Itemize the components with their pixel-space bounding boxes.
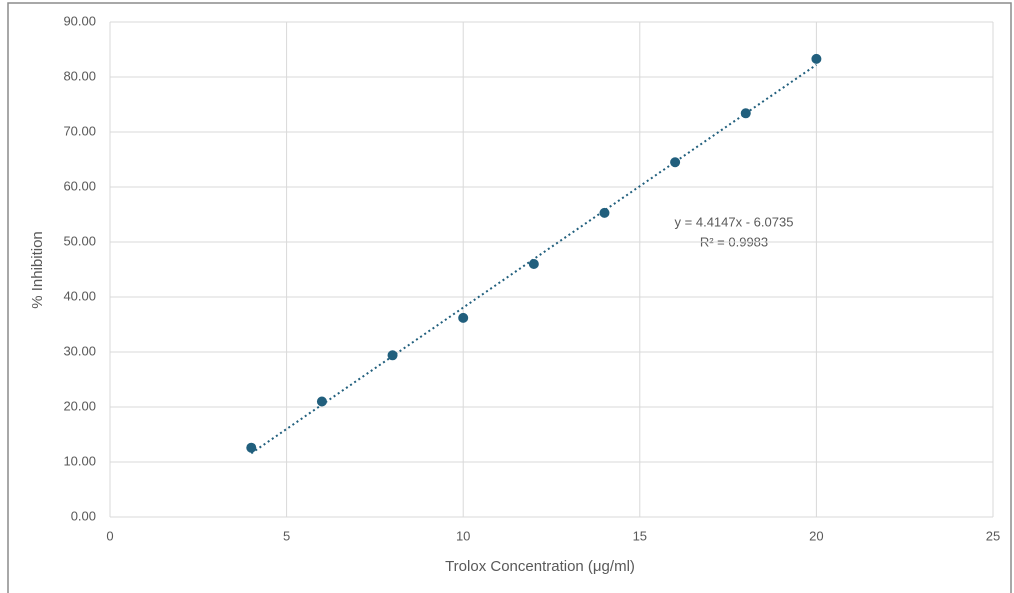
- y-tick-label: 10.00: [63, 453, 96, 468]
- data-point: [811, 54, 821, 64]
- x-tick-label: 10: [456, 528, 470, 543]
- y-tick-label: 40.00: [63, 288, 96, 303]
- trendline-equation: y = 4.4147x - 6.0735: [675, 214, 794, 229]
- x-tick-label: 5: [283, 528, 290, 543]
- data-point: [529, 259, 539, 269]
- chart-frame: [8, 3, 1011, 593]
- y-tick-label: 90.00: [63, 13, 96, 28]
- data-point: [599, 208, 609, 218]
- y-tick-label: 50.00: [63, 233, 96, 248]
- y-tick-label: 80.00: [63, 68, 96, 83]
- x-tick-label: 15: [633, 528, 647, 543]
- y-tick-label: 0.00: [71, 508, 96, 523]
- x-tick-label: 20: [809, 528, 823, 543]
- y-tick-label: 30.00: [63, 343, 96, 358]
- x-axis-label: Trolox Concentration (μg/ml): [445, 558, 635, 575]
- y-axis-label: % Inhibition: [29, 231, 46, 309]
- data-point: [317, 397, 327, 407]
- data-point: [670, 157, 680, 167]
- data-point: [458, 313, 468, 323]
- y-tick-label: 20.00: [63, 398, 96, 413]
- x-tick-label: 0: [106, 528, 113, 543]
- y-tick-label: 70.00: [63, 123, 96, 138]
- x-tick-label: 25: [986, 528, 1000, 543]
- chart: Trolox Concentration (μg/ml) % Inhibitio…: [0, 0, 1014, 593]
- y-tick-label: 60.00: [63, 178, 96, 193]
- data-point: [741, 108, 751, 118]
- data-point: [246, 443, 256, 453]
- data-point: [388, 350, 398, 360]
